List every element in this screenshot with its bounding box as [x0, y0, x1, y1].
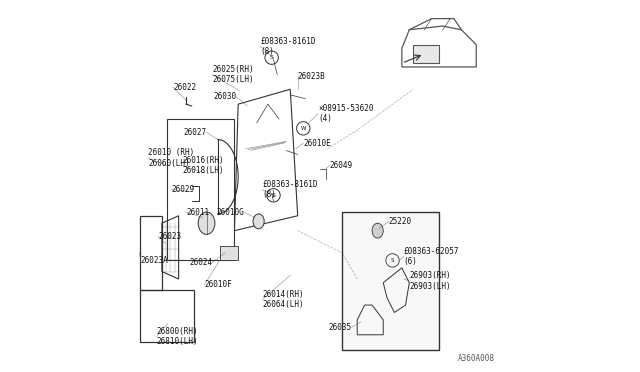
Text: £08363-8161D
(8): £08363-8161D (8) [260, 37, 316, 56]
Text: 26023A: 26023A [141, 256, 168, 265]
Text: 26010F: 26010F [205, 280, 232, 289]
Text: 26030: 26030 [213, 92, 236, 101]
Bar [220, 246, 238, 260]
Text: 26023: 26023 [158, 232, 181, 241]
Bar [168, 119, 234, 260]
Text: £08363-62057
(6): £08363-62057 (6) [404, 247, 459, 266]
Text: 26903(RH)
26903(LH): 26903(RH) 26903(LH) [410, 271, 451, 291]
Text: 26023B: 26023B [298, 72, 325, 81]
Text: S: S [271, 193, 275, 198]
Text: £08363-8161D
(8): £08363-8161D (8) [262, 180, 318, 199]
Text: 26010G: 26010G [216, 208, 244, 217]
Text: 26029: 26029 [172, 185, 195, 194]
Text: S: S [391, 258, 394, 263]
Text: 26010E: 26010E [303, 139, 331, 148]
Text: 25220: 25220 [389, 217, 412, 226]
Ellipse shape [253, 214, 264, 229]
Bar [413, 45, 439, 63]
Text: 26010 (RH)
26060(LH): 26010 (RH) 26060(LH) [148, 148, 195, 168]
Text: 26011: 26011 [186, 208, 209, 217]
Text: ×08915-53620
(4): ×08915-53620 (4) [318, 104, 374, 123]
Text: 26025(RH)
26075(LH): 26025(RH) 26075(LH) [212, 65, 253, 84]
Text: 26800(RH)
26810(LH): 26800(RH) 26810(LH) [156, 327, 198, 346]
Text: 26016(RH)
26018(LH): 26016(RH) 26018(LH) [182, 156, 224, 175]
Text: 26022: 26022 [173, 83, 196, 92]
Text: S: S [269, 55, 273, 60]
Text: 26049: 26049 [330, 161, 353, 170]
Text: 26035: 26035 [328, 323, 351, 332]
Text: W: W [301, 126, 306, 131]
Ellipse shape [198, 212, 215, 234]
Text: A360A008: A360A008 [458, 354, 495, 363]
Text: 26024: 26024 [189, 258, 212, 267]
Text: 26027: 26027 [184, 128, 207, 137]
Bar [342, 212, 439, 350]
Text: 26014(RH)
26064(LH): 26014(RH) 26064(LH) [262, 290, 304, 309]
Ellipse shape [372, 223, 383, 238]
